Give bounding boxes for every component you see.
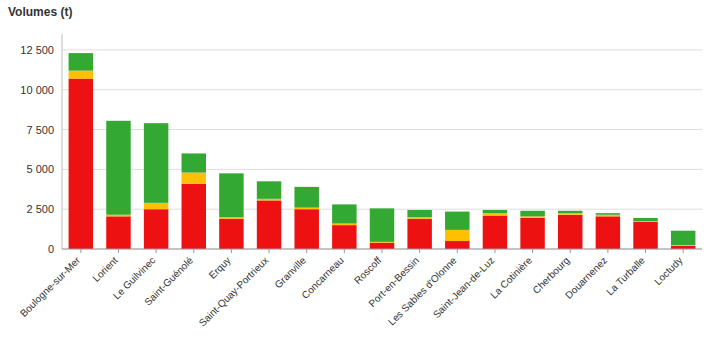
x-tick-label: Granville (272, 254, 308, 290)
x-tick (494, 249, 495, 253)
bar-segment (257, 200, 281, 249)
x-tick (80, 249, 81, 253)
y-grid (62, 50, 702, 249)
bar-segment (69, 71, 93, 79)
y-axis-line (62, 34, 63, 249)
x-tick-label: La Cotinière (488, 254, 534, 300)
bar-segment (144, 123, 168, 203)
x-tick (193, 249, 194, 253)
bar-segment (106, 121, 130, 215)
bar-segment (106, 216, 130, 249)
x-tick (306, 249, 307, 253)
x-tick (156, 249, 157, 253)
y-tick-label: 0 (48, 243, 54, 255)
bar-segment (294, 187, 318, 208)
x-tick (457, 249, 458, 253)
x-tick (419, 249, 420, 253)
bar-segment (332, 204, 356, 223)
bar-segment (671, 231, 695, 245)
bar-segment (182, 153, 206, 172)
bar-segment (182, 184, 206, 249)
bar-segment (219, 217, 243, 219)
bar-segment (520, 218, 544, 249)
x-tick (269, 249, 270, 253)
x-tick-label: Loctudy (652, 255, 685, 288)
x-tick (118, 249, 119, 253)
grid-line (62, 89, 702, 90)
x-tick-label: Saint-Jean-de-Luz (431, 255, 497, 321)
bar-segment (558, 213, 582, 215)
bar-segment (445, 212, 469, 230)
x-tick (570, 249, 571, 253)
x-tick-label: Erquy (207, 255, 233, 281)
x-tick-label: Roscoff (352, 254, 384, 286)
x-tick-label: Les Sables d'Olonne (386, 254, 459, 327)
chart-container: 0 2 500 5 000 7 500 10 000 12 500 Boulogne-sur… (0, 0, 716, 349)
bar-segment (69, 79, 93, 249)
chart-svg: 0 2 500 5 000 7 500 10 000 12 500 Boulogne-sur… (0, 0, 716, 349)
x-tick-label: Saint-Guénolé (142, 254, 195, 307)
bar-segment (257, 181, 281, 199)
x-tick-label: Concarneau (299, 255, 345, 301)
series-0 (69, 79, 696, 249)
bar-segment (483, 210, 507, 213)
bar-segment (370, 208, 394, 241)
bar-segment (294, 208, 318, 210)
bar-segment (483, 213, 507, 215)
x-tick-label: Boulogne-sur-Mer (18, 254, 83, 319)
y-tick-label: 12 500 (20, 44, 54, 56)
x-tick (645, 249, 646, 253)
bar-segment (633, 218, 657, 221)
bar-segment (558, 215, 582, 249)
bar-segment (445, 230, 469, 241)
bar-segment (69, 53, 93, 71)
bar-segment (370, 243, 394, 249)
y-tick-label: 2 500 (26, 203, 54, 215)
y-axis-label: Volumes (t) (8, 5, 72, 19)
x-tick-label: Lorient (90, 254, 120, 284)
bar-segment (332, 225, 356, 249)
bar-segment (144, 209, 168, 249)
x-tick (532, 249, 533, 253)
x-tick-label: Saint-Quay-Portrieux (197, 255, 271, 329)
bar-segment (633, 222, 657, 249)
x-tick-label: La Turballe (604, 254, 647, 297)
x-tick (607, 249, 608, 253)
bar-segment (332, 224, 356, 226)
bar-segment (182, 173, 206, 184)
bar-segment (294, 209, 318, 249)
bar-segment (144, 203, 168, 209)
bar-segment (520, 216, 544, 218)
bar-segment (596, 213, 620, 215)
bar-segment (596, 216, 620, 249)
bar-segment (219, 219, 243, 249)
bar-segment (520, 211, 544, 217)
bar-segment (219, 173, 243, 217)
bar-segment (106, 215, 130, 217)
x-axis: Boulogne-sur-MerLorientLe GuilvinecSaint… (18, 249, 685, 328)
y-tick-label: 10 000 (20, 84, 54, 96)
x-tick-label: Douarnenez (563, 255, 609, 301)
bars (69, 53, 696, 249)
bar-segment (407, 219, 431, 249)
bar-segment (445, 241, 469, 249)
y-tick-label: 7 500 (26, 124, 54, 136)
grid-line (62, 49, 702, 50)
bar-segment (407, 217, 431, 219)
y-tick-label: 5 000 (26, 163, 54, 175)
series-1 (69, 71, 696, 246)
bar-segment (596, 215, 620, 217)
x-tick (231, 249, 232, 253)
x-tick (344, 249, 345, 253)
y-tick-labels: 0 2 500 5 000 7 500 10 000 12 500 (20, 44, 54, 255)
bar-segment (483, 216, 507, 249)
bar-segment (257, 199, 281, 201)
bar-segment (558, 211, 582, 213)
series-2 (69, 53, 696, 245)
bar-segment (407, 210, 431, 217)
x-tick (382, 249, 383, 253)
x-tick (683, 249, 684, 253)
